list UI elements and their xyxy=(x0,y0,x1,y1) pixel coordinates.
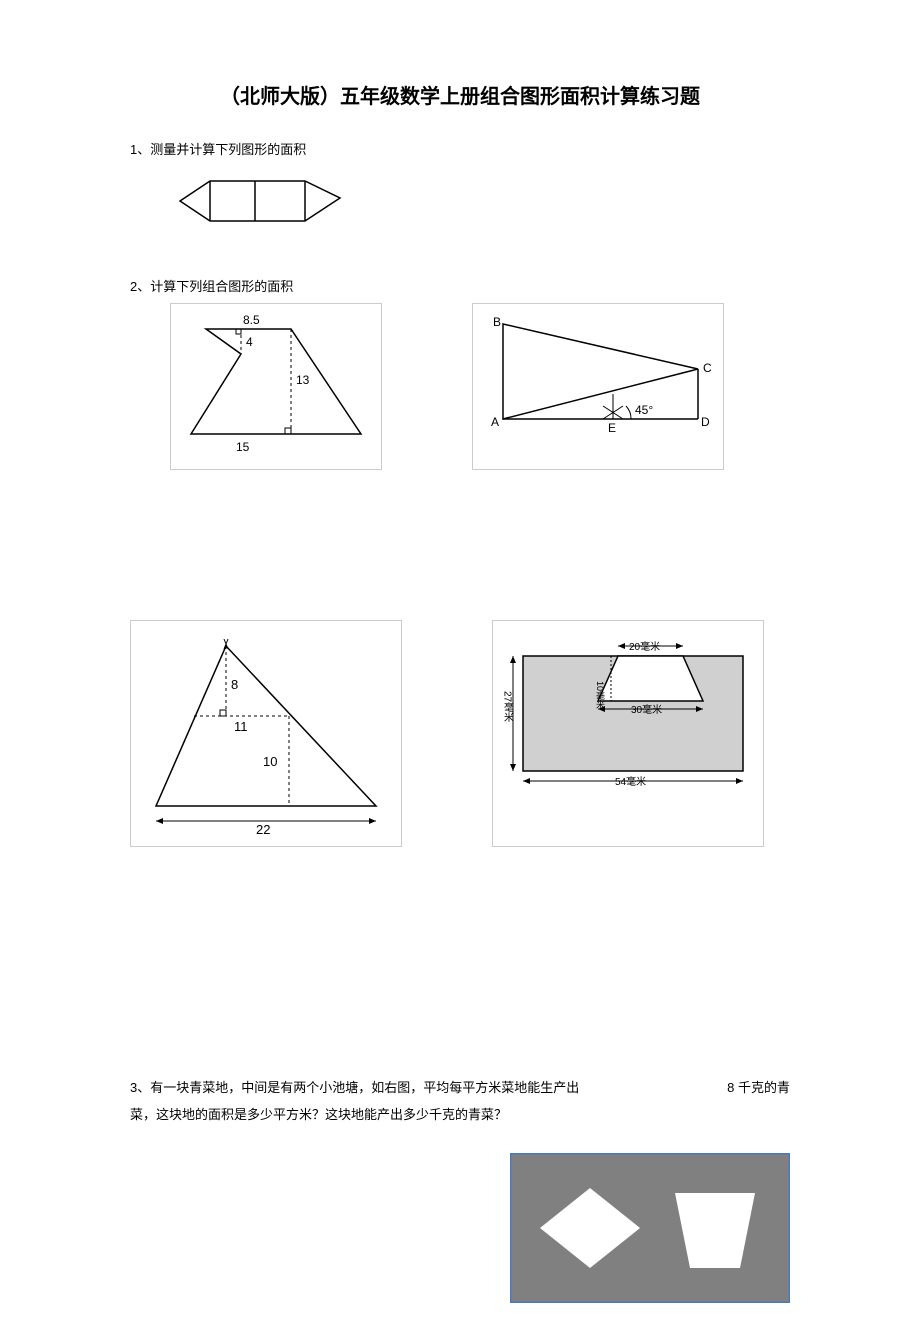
q2-figure-1: 8.5 4 13 15 xyxy=(170,303,382,470)
q3-line1-left: 3、有一块青菜地，中间是有两个小池塘，如右图，平均每平方米菜地能生产出 xyxy=(130,1077,579,1096)
question-3: 3、有一块青菜地，中间是有两个小池塘，如右图，平均每平方米菜地能生产出 8 千克… xyxy=(130,1077,790,1123)
q2f3-bottom-label: 22 xyxy=(256,822,270,836)
question-2: 2、计算下列组合图形的面积 xyxy=(130,276,790,295)
q2f3-top-label: 8 xyxy=(231,677,238,692)
q2f1-bottom-label: 15 xyxy=(236,440,250,454)
q2f2-a: A xyxy=(491,415,499,429)
q2f2-e: E xyxy=(608,421,616,435)
q2f2-b: B xyxy=(493,315,501,329)
q3-line1-right: 8 千克的青 xyxy=(727,1077,790,1096)
q2f3-right-label: 10 xyxy=(263,754,277,769)
q2f2-d: D xyxy=(701,415,710,429)
q2f4-bottom-label: 54毫米 xyxy=(615,775,646,788)
q1-figure xyxy=(170,166,790,236)
q2f4-inner-label: 10毫米 xyxy=(595,681,605,710)
q2f4-top-label: 20毫米 xyxy=(629,640,660,653)
q2f3-mid-label: 11 xyxy=(234,719,248,734)
q2-figure-3: 8 11 10 22 xyxy=(130,620,402,847)
q2-figure-4: 20毫米 10毫米 30毫米 27毫米 54毫米 xyxy=(492,620,764,847)
q3-figure xyxy=(510,1153,790,1303)
question-1: 1、测量并计算下列图形的面积 xyxy=(130,139,790,158)
q2f4-left-label: 27毫米 xyxy=(503,691,514,723)
q2f1-inner-label: 4 xyxy=(246,335,253,349)
q3-line2: 菜，这块地的面积是多少平方米？这块地能产出多少千克的青菜？ xyxy=(130,1104,790,1123)
q2-figure-2: B C A E D 45° xyxy=(472,303,724,470)
q2f1-right-label: 13 xyxy=(296,373,310,387)
q2f4-mid-label: 30毫米 xyxy=(631,703,662,716)
page-title: （北师大版）五年级数学上册组合图形面积计算练习题 xyxy=(130,80,790,109)
q2f1-top-label: 8.5 xyxy=(243,314,260,327)
q2f2-angle: 45° xyxy=(635,403,653,417)
q2f2-c: C xyxy=(703,361,712,375)
